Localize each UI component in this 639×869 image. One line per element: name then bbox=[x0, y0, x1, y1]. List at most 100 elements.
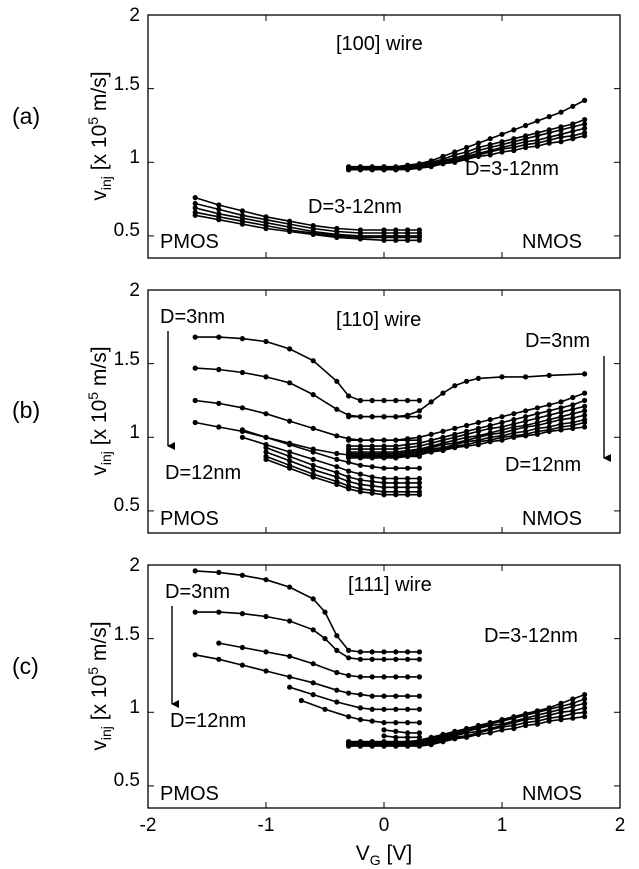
ytick-label: 1 bbox=[129, 697, 140, 718]
data-point bbox=[369, 706, 375, 712]
data-point bbox=[287, 418, 293, 424]
data-point bbox=[357, 705, 363, 711]
data-point bbox=[464, 378, 470, 384]
data-point bbox=[357, 674, 363, 680]
data-point bbox=[558, 709, 564, 715]
data-point bbox=[263, 613, 269, 620]
data-point bbox=[558, 417, 564, 423]
panel-c-label: (c) bbox=[12, 653, 39, 679]
ytick-label: 2 bbox=[129, 5, 140, 26]
data-point bbox=[310, 627, 316, 633]
data-point bbox=[558, 139, 564, 145]
data-point bbox=[287, 346, 293, 352]
data-point bbox=[464, 443, 470, 449]
data-point bbox=[416, 656, 422, 662]
data-point bbox=[440, 390, 446, 396]
data-point bbox=[534, 405, 541, 411]
data-point bbox=[582, 412, 588, 418]
panel-a-nmos-label: NMOS bbox=[522, 231, 582, 253]
data-point bbox=[239, 427, 245, 433]
data-point bbox=[546, 372, 552, 378]
data-point bbox=[346, 655, 352, 661]
data-point bbox=[582, 709, 588, 715]
data-point bbox=[570, 415, 576, 421]
data-point bbox=[346, 647, 352, 654]
data-point bbox=[570, 696, 576, 702]
panel-a-y-axis-label: vinj [x 105 m/s] bbox=[85, 71, 114, 200]
data-point bbox=[192, 365, 198, 371]
data-point bbox=[357, 481, 363, 487]
data-point bbox=[570, 394, 576, 401]
data-point bbox=[192, 205, 198, 211]
data-point bbox=[416, 674, 422, 680]
xtick-label: -1 bbox=[258, 815, 275, 836]
data-point bbox=[405, 167, 411, 173]
data-point bbox=[487, 136, 493, 142]
data-point bbox=[416, 408, 422, 414]
data-point bbox=[393, 397, 399, 404]
data-point bbox=[334, 481, 340, 487]
data-point bbox=[346, 468, 352, 474]
data-point bbox=[487, 730, 493, 736]
data-point bbox=[393, 237, 399, 243]
data-point bbox=[393, 484, 399, 490]
data-point bbox=[582, 424, 588, 430]
data-point bbox=[322, 706, 328, 712]
pmos-series-line bbox=[289, 686, 420, 711]
data-point bbox=[381, 656, 387, 662]
data-point bbox=[558, 409, 564, 415]
data-point bbox=[582, 700, 588, 707]
data-point bbox=[346, 486, 352, 492]
ytick-label: 1.5 bbox=[114, 624, 140, 645]
pmos-series-line bbox=[383, 735, 420, 739]
data-point bbox=[523, 122, 529, 129]
data-point bbox=[570, 406, 576, 412]
data-point bbox=[369, 483, 375, 489]
data-point bbox=[287, 449, 293, 455]
data-point bbox=[369, 656, 375, 662]
data-point bbox=[381, 720, 387, 726]
panel-c-y-axis-label: vinj [x 105 m/s] bbox=[85, 621, 114, 750]
data-point bbox=[263, 456, 269, 462]
data-point bbox=[582, 397, 588, 404]
data-point bbox=[393, 720, 399, 726]
data-point bbox=[216, 206, 222, 212]
panel-a-nmos-d-label: D=3-12nm bbox=[465, 158, 559, 180]
data-point bbox=[346, 474, 352, 480]
data-point bbox=[334, 464, 340, 470]
data-point bbox=[487, 439, 493, 445]
data-point bbox=[310, 456, 316, 462]
ytick-label: 2 bbox=[129, 280, 140, 301]
data-point bbox=[192, 212, 198, 218]
data-point bbox=[534, 143, 541, 149]
data-point bbox=[582, 714, 588, 720]
data-point bbox=[287, 465, 293, 471]
data-point bbox=[263, 649, 269, 655]
data-point bbox=[475, 419, 481, 426]
data-point bbox=[381, 480, 387, 486]
data-point bbox=[346, 714, 352, 720]
data-point bbox=[558, 109, 564, 115]
data-point bbox=[475, 442, 481, 448]
data-point bbox=[475, 731, 481, 738]
data-point bbox=[475, 428, 481, 434]
data-point bbox=[393, 492, 399, 498]
data-point bbox=[582, 403, 588, 409]
ytick-label: 0.5 bbox=[114, 495, 140, 516]
panel-c-ticks bbox=[147, 564, 621, 808]
data-point bbox=[464, 734, 470, 740]
data-point bbox=[558, 399, 564, 405]
data-point bbox=[416, 414, 422, 420]
data-point bbox=[216, 202, 222, 208]
data-point bbox=[440, 428, 446, 434]
data-point bbox=[287, 380, 293, 386]
data-point bbox=[393, 475, 399, 482]
data-point bbox=[523, 424, 529, 430]
panel-a-pmos-d-label: D=3-12nm bbox=[308, 196, 402, 218]
data-point bbox=[334, 470, 340, 476]
data-point bbox=[416, 480, 422, 486]
xtick-label: 0 bbox=[379, 815, 390, 836]
data-point bbox=[192, 200, 198, 207]
data-point bbox=[582, 408, 588, 414]
data-point bbox=[416, 452, 422, 458]
